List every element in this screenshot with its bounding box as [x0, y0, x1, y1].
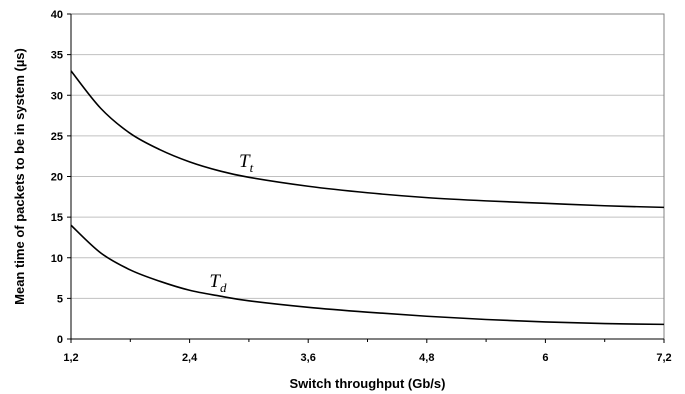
- y-tick-label: 20: [51, 172, 63, 184]
- x-tick-label: 4,8: [419, 352, 434, 364]
- y-tick-label: 15: [51, 212, 63, 224]
- y-axis-title: Mean time of packets to be in system (µs…: [12, 48, 27, 305]
- x-tick-label: 7,2: [656, 352, 671, 364]
- x-tick-label: 2,4: [182, 352, 198, 364]
- y-tick-label: 40: [51, 9, 63, 21]
- series-label-t-t: Tt: [239, 151, 254, 175]
- y-tick-label: 25: [51, 131, 63, 143]
- x-axis-title: Switch throughput (Gb/s): [290, 376, 446, 391]
- x-tick-label: 1,2: [63, 352, 78, 364]
- series-group: Tt Td: [70, 70, 665, 326]
- y-tick-label: 10: [51, 253, 63, 265]
- y-axis-ticks: 0 5 10 15 20 25 30 35 40: [51, 9, 71, 346]
- y-tick-label: 5: [57, 293, 63, 305]
- gridlines: [71, 13, 664, 299]
- x-tick-label: 3,6: [301, 352, 316, 364]
- series-line-t-t: [70, 70, 665, 209]
- x-tick-label: 6: [542, 352, 548, 364]
- y-tick-label: 0: [57, 334, 63, 346]
- y-tick-label: 35: [51, 50, 63, 62]
- y-tick-label: 30: [51, 90, 63, 102]
- x-axis-ticks: 1,2 2,4 3,6 4,8 6 7,2: [63, 339, 672, 364]
- series-label-t-d: Td: [209, 271, 227, 295]
- series-line-t-d: [70, 224, 665, 326]
